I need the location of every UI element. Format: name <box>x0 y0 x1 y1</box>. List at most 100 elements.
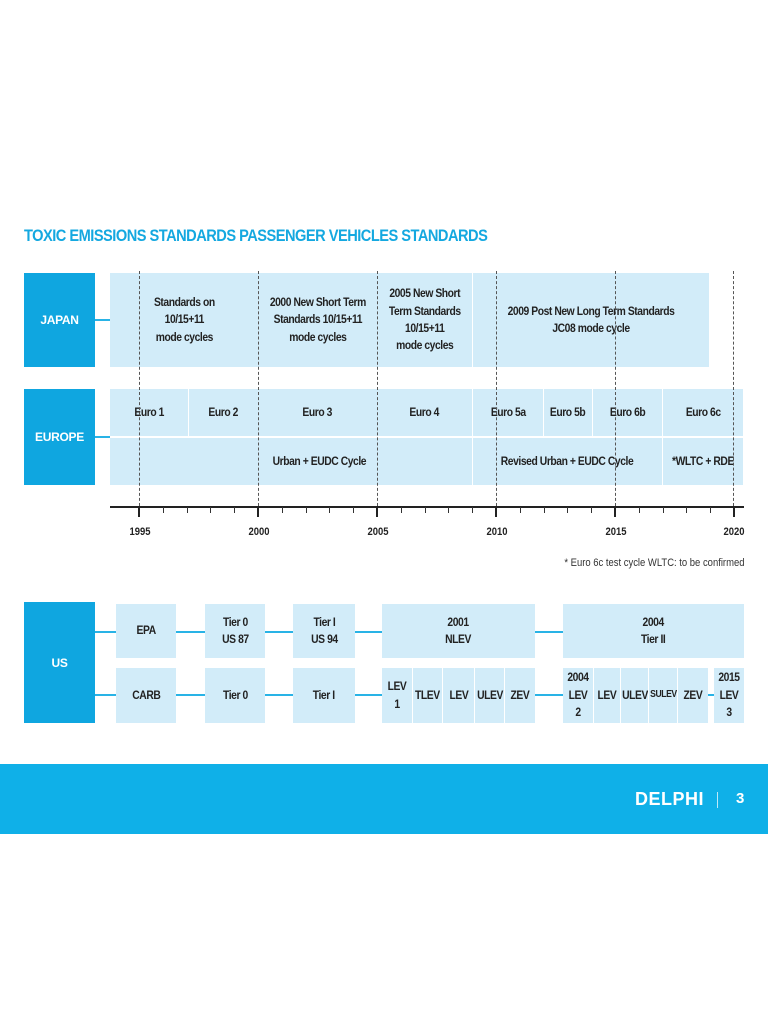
divider <box>110 436 743 438</box>
axis-tick <box>543 507 545 513</box>
axis-tick <box>162 507 164 513</box>
connector <box>176 631 205 633</box>
carb-lev2-cell: 2004 LEV 2 <box>567 670 589 720</box>
connector <box>95 319 110 321</box>
region-europe: EUROPE <box>24 389 95 485</box>
connector <box>95 631 116 633</box>
footer-bar <box>0 764 768 834</box>
connector <box>355 631 382 633</box>
divider <box>620 668 621 723</box>
page-number: 3 <box>736 790 745 807</box>
axis-tick <box>614 507 616 517</box>
year-label: 2005 <box>367 526 389 538</box>
japan-cell: Standards on 10/15+11 mode cycles <box>153 294 215 344</box>
axis-tick <box>400 507 402 513</box>
epa-box: EPA <box>116 604 176 658</box>
carb-lev2-group <box>563 668 708 723</box>
year-guide <box>733 271 734 511</box>
axis-tick <box>448 507 450 513</box>
delphi-logo: DELPHI <box>634 789 704 809</box>
year-label: 1995 <box>129 526 151 538</box>
euro-stage: Euro 5a <box>490 404 526 419</box>
region-japan-label: JAPAN <box>40 313 79 327</box>
axis-tick <box>329 507 331 513</box>
axis-tick <box>305 507 307 513</box>
carb-lev2-cell: SULEV <box>649 689 677 701</box>
euro-stage: Euro 1 <box>134 404 164 419</box>
axis-tick <box>281 507 283 513</box>
year-label: 2000 <box>248 526 270 538</box>
connector <box>176 694 205 696</box>
carb-lev2-cell: ZEV <box>683 687 703 702</box>
divider <box>412 668 413 723</box>
axis-tick <box>733 507 735 517</box>
connector <box>265 631 293 633</box>
divider <box>543 389 544 436</box>
connector <box>708 694 714 696</box>
divider <box>648 668 649 723</box>
euro-cycle: *WLTC + RDE <box>672 453 734 468</box>
japan-cell: 2005 New Short Term Standards 10/15+11 m… <box>388 286 461 353</box>
axis-tick <box>353 507 355 513</box>
axis-tick <box>519 507 521 513</box>
year-label: 2010 <box>486 526 508 538</box>
euro-stage: Euro 6c <box>685 404 721 419</box>
axis-tick <box>638 507 640 513</box>
divider <box>442 668 443 723</box>
divider <box>188 389 189 436</box>
japan-cell: 2009 Post New Long Term Standards JC08 m… <box>507 303 675 335</box>
axis-tick <box>710 507 712 513</box>
year-label: 2015 <box>605 526 627 538</box>
carb-lev1-cell: TLEV <box>415 687 440 702</box>
axis-tick <box>234 507 236 513</box>
divider <box>472 389 473 485</box>
connector <box>95 694 116 696</box>
divider <box>474 668 475 723</box>
connector <box>265 694 293 696</box>
carb-lev2-cell: ULEV <box>621 687 648 702</box>
carb-tier1: Tier I <box>293 668 355 723</box>
axis-tick <box>210 507 212 513</box>
carb-lev3: 2015 LEV 3 <box>714 668 744 723</box>
japan-cell: 2000 New Short Term Standards 10/15+11 m… <box>269 294 366 344</box>
region-us: US <box>24 602 95 723</box>
connector <box>535 694 563 696</box>
region-japan: JAPAN <box>24 273 95 367</box>
divider <box>717 792 718 808</box>
axis-tick <box>186 507 188 513</box>
epa-tier1: Tier I US 94 <box>293 604 355 658</box>
year-guide <box>258 271 259 511</box>
euro-cycle: Urban + EUDC Cycle <box>272 453 366 468</box>
connector <box>355 694 382 696</box>
axis-tick <box>472 507 474 513</box>
connector <box>535 631 563 633</box>
divider <box>472 273 473 367</box>
euro-stage: Euro 2 <box>208 404 239 419</box>
year-guide <box>496 271 497 511</box>
divider <box>677 668 678 723</box>
divider <box>504 668 505 723</box>
year-guide <box>377 271 378 511</box>
euro-cycle: Revised Urban + EUDC Cycle <box>501 453 634 468</box>
epa-tier0: Tier 0 US 87 <box>205 604 265 658</box>
footnote: * Euro 6c test cycle WLTC: to be confirm… <box>563 557 744 569</box>
carb-lev1-group <box>382 668 535 723</box>
carb-lev1-cell: ULEV <box>476 687 503 702</box>
divider <box>593 668 594 723</box>
euro-stage: Euro 3 <box>302 404 333 419</box>
year-guide <box>615 271 616 511</box>
region-us-label: US <box>51 655 68 670</box>
axis-tick <box>376 507 378 517</box>
carb-lev1-cell: LEV <box>449 687 468 702</box>
carb-lev2-cell: LEV <box>597 687 617 702</box>
carb-box: CARB <box>116 668 176 723</box>
axis-tick <box>495 507 497 517</box>
region-europe-label: EUROPE <box>35 430 84 444</box>
euro-stage: Euro 4 <box>409 404 440 419</box>
axis-tick <box>138 507 140 517</box>
timeline-axis <box>110 506 744 508</box>
epa-tier2: 2004 Tier II <box>563 604 744 658</box>
japan-band <box>110 273 709 367</box>
connector <box>95 436 110 438</box>
page-title: TOXIC EMISSIONS STANDARDS PASSENGER VEHI… <box>24 226 488 245</box>
